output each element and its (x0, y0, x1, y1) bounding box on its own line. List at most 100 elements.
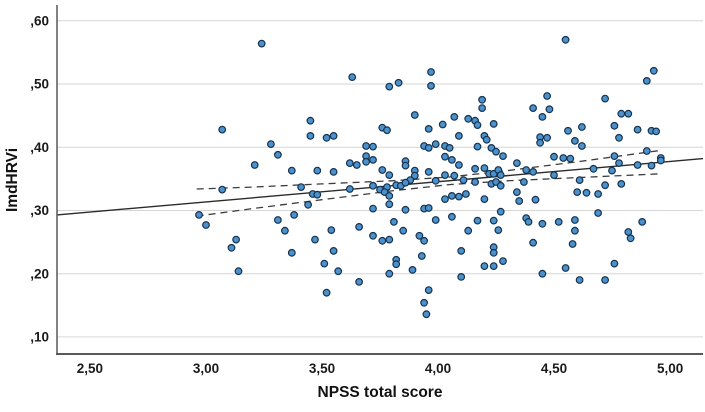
data-point (448, 191, 456, 200)
data-point (427, 81, 435, 90)
data-point (450, 112, 459, 121)
data-point (554, 217, 563, 226)
y-tick-label: ,30 (30, 203, 49, 218)
data-point (489, 262, 498, 271)
data-point (383, 126, 391, 135)
data-point (496, 181, 505, 190)
data-point (401, 161, 410, 170)
data-point (329, 246, 338, 255)
data-point (642, 147, 651, 155)
data-point (494, 226, 503, 235)
data-point (408, 266, 417, 274)
data-point (473, 142, 482, 151)
data-point (424, 286, 433, 295)
data-point (441, 195, 449, 204)
y-axis-title: ImdHRVi (4, 148, 21, 212)
data-point (455, 131, 463, 140)
data-point (422, 310, 431, 319)
x-tick-label: 2,50 (77, 361, 103, 376)
data-point (218, 185, 227, 194)
data-point (369, 181, 377, 190)
data-point (496, 207, 505, 216)
data-point (575, 276, 584, 284)
x-tick-label: 3,50 (309, 361, 335, 376)
data-point (287, 166, 296, 175)
data-point (480, 262, 489, 271)
data-point (489, 119, 498, 128)
data-point (543, 92, 551, 100)
x-tick-label: 3,00 (193, 361, 219, 376)
data-point (362, 157, 371, 166)
data-point (290, 210, 299, 219)
data-point (652, 127, 660, 136)
data-point (480, 164, 489, 173)
data-point (617, 179, 626, 188)
data-point (431, 216, 440, 224)
data-point (601, 94, 609, 103)
data-point (369, 155, 377, 164)
data-point (334, 267, 343, 276)
data-point (345, 159, 354, 168)
data-point (471, 164, 480, 173)
data-point (234, 267, 243, 276)
data-point (564, 126, 572, 135)
data-point (478, 104, 487, 112)
data-point (571, 226, 579, 235)
data-point (457, 273, 466, 281)
data-point (513, 159, 521, 168)
data-point (520, 178, 528, 186)
data-point (478, 95, 487, 104)
data-point (329, 167, 338, 176)
data-point (459, 176, 468, 185)
data-point (594, 190, 602, 198)
data-point (499, 257, 507, 266)
data-point (281, 226, 289, 235)
data-point (399, 226, 408, 235)
data-point (626, 234, 635, 243)
data-point (480, 195, 489, 204)
data-point (385, 200, 394, 209)
data-point (355, 278, 364, 286)
data-point (573, 188, 582, 197)
data-point (496, 171, 505, 180)
data-point (445, 143, 454, 152)
data-point (529, 167, 537, 176)
data-point (385, 82, 394, 91)
data-point (385, 269, 394, 278)
data-point (561, 35, 570, 44)
data-point (410, 171, 419, 180)
data-point (195, 210, 203, 219)
data-point (582, 188, 591, 197)
data-point (464, 226, 473, 235)
data-point (417, 252, 426, 260)
data-point (515, 197, 524, 205)
data-point (306, 131, 315, 140)
data-point (355, 222, 364, 231)
data-point (348, 73, 357, 81)
data-point (638, 217, 647, 226)
data-point (538, 269, 547, 278)
data-point (297, 183, 306, 192)
data-point (531, 195, 540, 204)
data-point (378, 236, 387, 245)
y-tick-label: ,10 (30, 330, 49, 345)
data-point (589, 164, 598, 173)
data-point (322, 288, 331, 297)
data-point (610, 121, 619, 130)
data-point (327, 226, 336, 235)
data-point (656, 156, 665, 165)
data-point (424, 124, 433, 133)
data-point (571, 216, 579, 224)
data-point (267, 140, 275, 149)
data-point (561, 264, 570, 272)
data-point (513, 188, 521, 197)
data-point (482, 135, 491, 144)
data-point (287, 248, 296, 257)
y-tick-label: ,20 (30, 266, 49, 281)
y-tick-label: ,50 (30, 77, 49, 92)
data-point (232, 235, 241, 244)
data-point (257, 39, 266, 48)
data-point (536, 138, 544, 147)
